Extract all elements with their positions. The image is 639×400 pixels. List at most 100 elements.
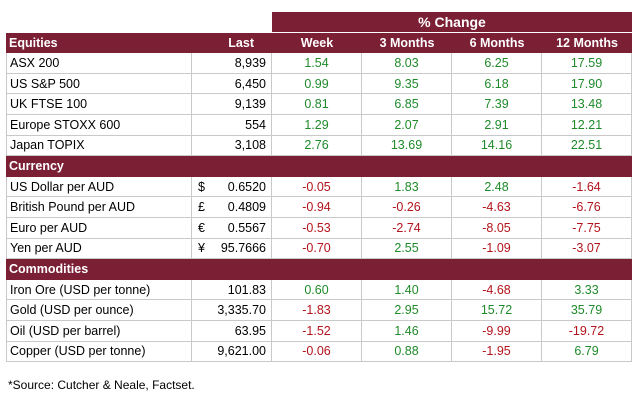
row-name: British Pound per AUD — [6, 197, 192, 217]
week-change: 2.76 — [272, 135, 362, 156]
week-change: -0.70 — [272, 238, 362, 259]
6-months-header: 6 Months — [469, 35, 525, 50]
3-month-change: 1.46 — [362, 320, 452, 341]
equities-header: Equities — [9, 35, 58, 50]
row-name: ASX 200 — [6, 53, 192, 73]
6-month-change: 6.25 — [452, 53, 542, 73]
3-month-change: 6.85 — [362, 94, 452, 114]
week-change: -1.83 — [272, 300, 362, 320]
12-month-change: 13.48 — [542, 94, 632, 114]
week-change: -0.05 — [272, 176, 362, 197]
3-month-change: 8.03 — [362, 53, 452, 73]
week-change: -0.06 — [272, 341, 362, 362]
source-note: *Source: Cutcher & Neale, Factset. — [8, 378, 195, 392]
12-month-change: 17.90 — [542, 73, 632, 94]
6-month-change: -4.63 — [452, 197, 542, 217]
last-value: 6,450 — [192, 73, 272, 94]
table-row: US Dollar per AUD $0.6520 -0.05 1.83 2.48 -1.… — [6, 176, 632, 198]
week-change: 1.54 — [272, 53, 362, 73]
table-row: US S&P 500 6,450 0.99 9.35 6.18 17.90 — [6, 73, 632, 95]
12-month-change: -1.64 — [542, 176, 632, 197]
6-month-change: -8.05 — [452, 217, 542, 238]
week-change: -1.52 — [272, 320, 362, 341]
6-month-change: 7.39 — [452, 94, 542, 114]
table-row: Europe STOXX 600 554 1.29 2.07 2.91 12.21 — [6, 114, 632, 136]
3-month-change: 2.95 — [362, 300, 452, 320]
12-month-change: 3.33 — [542, 279, 632, 300]
row-name: US Dollar per AUD — [6, 176, 192, 197]
last-value: 554 — [192, 114, 272, 135]
12-month-change: -19.72 — [542, 320, 632, 341]
12-month-change: -6.76 — [542, 197, 632, 217]
3-month-change: -2.74 — [362, 217, 452, 238]
table-row: Copper (USD per tonne) 9,621.00 -0.06 0.88-… — [6, 341, 632, 363]
last-value: 8,939 — [192, 53, 272, 73]
pct-change-header: % Change — [272, 12, 632, 33]
12-months-header: 12 Months — [556, 35, 618, 50]
currency-symbol: £ — [198, 200, 205, 215]
3-month-change: 2.07 — [362, 114, 452, 135]
6-month-change: 2.48 — [452, 176, 542, 197]
market-table: % Change Equities Last Week 3 Months 6 M… — [6, 12, 632, 363]
currency-symbol: € — [198, 220, 205, 235]
3-month-change: 2.55 — [362, 238, 452, 259]
last-value: £0.4809 — [192, 197, 272, 217]
commodities-body: Iron Ore (USD per tonne) 101.83 0.60 1.40 -4… — [6, 279, 632, 363]
last-number: 0.4809 — [227, 200, 266, 215]
table-row: Iron Ore (USD per tonne) 101.83 0.60 1.40 -4… — [6, 279, 632, 301]
12-month-change: 22.51 — [542, 135, 632, 156]
table-row: Yen per AUD ¥95.7666 -0.70 2.55 -1.09 -3.07 — [6, 238, 632, 260]
3-month-change: 9.35 — [362, 73, 452, 94]
week-header: Week — [300, 35, 334, 50]
last-number: 95.7666 — [220, 241, 266, 256]
row-name: Japan TOPIX — [6, 135, 192, 156]
table-row: Gold (USD per ounce) 3,335.70 -1.83 2.95 15.… — [6, 300, 632, 321]
3-months-header: 3 Months — [379, 35, 435, 50]
week-change: 1.29 — [272, 114, 362, 135]
6-month-change: 6.18 — [452, 73, 542, 94]
row-name: Euro per AUD — [6, 217, 192, 238]
equities-body: ASX 200 8,939 1.54 8.03 6.25 17.59 US S&P 500 6… — [6, 53, 632, 157]
week-change: 0.81 — [272, 94, 362, 114]
3-month-change: 13.69 — [362, 135, 452, 156]
row-name: UK FTSE 100 — [6, 94, 192, 114]
12-month-change: 12.21 — [542, 114, 632, 135]
last-value: 9,139 — [192, 94, 272, 114]
table-row: Euro per AUD €0.5567 -0.53 -2.74 -8.05 -7.75 — [6, 217, 632, 239]
blank-cell — [6, 12, 272, 33]
table-row: Japan TOPIX 3,108 2.76 13.69 14.16 22.51 — [6, 135, 632, 157]
6-month-change: 2.91 — [452, 114, 542, 135]
row-name: Yen per AUD — [6, 238, 192, 259]
6-month-change: 14.16 — [452, 135, 542, 156]
pct-change-row: % Change — [6, 12, 632, 33]
last-value: €0.5567 — [192, 217, 272, 238]
3-month-change: 1.40 — [362, 279, 452, 300]
last-value: 3,108 — [192, 135, 272, 156]
last-value: 101.83 — [192, 279, 272, 300]
3-month-change: -0.26 — [362, 197, 452, 217]
table-row: ASX 200 8,939 1.54 8.03 6.25 17.59 — [6, 53, 632, 74]
row-name: Iron Ore (USD per tonne) — [6, 279, 192, 300]
last-value: 3,335.70 — [192, 300, 272, 320]
3-month-change: 0.88 — [362, 341, 452, 362]
currency-section-row: Currency — [6, 156, 632, 177]
last-value: 63.95 — [192, 320, 272, 341]
week-change: 0.99 — [272, 73, 362, 94]
6-month-change: -4.68 — [452, 279, 542, 300]
12-month-change: 17.59 — [542, 53, 632, 73]
currency-symbol: ¥ — [198, 241, 205, 256]
12-month-change: -3.07 — [542, 238, 632, 259]
week-change: -0.94 — [272, 197, 362, 217]
row-name: Gold (USD per ounce) — [6, 300, 192, 320]
table-row: UK FTSE 100 9,139 0.81 6.85 7.39 13.48 — [6, 94, 632, 115]
row-name: Oil (USD per barrel) — [6, 320, 192, 341]
currency-body: US Dollar per AUD $0.6520 -0.05 1.83 2.48 -1.… — [6, 176, 632, 260]
last-value: ¥95.7666 — [192, 238, 272, 259]
6-month-change: -9.99 — [452, 320, 542, 341]
6-month-change: -1.95 — [452, 341, 542, 362]
last-value: $0.6520 — [192, 176, 272, 197]
column-header-row: Equities Last Week 3 Months 6 Months 12 … — [6, 32, 632, 54]
last-number: 0.6520 — [227, 179, 266, 194]
table-row: Oil (USD per barrel) 63.95 -1.52 1.46 -9.99-… — [6, 320, 632, 342]
row-name: US S&P 500 — [6, 73, 192, 94]
